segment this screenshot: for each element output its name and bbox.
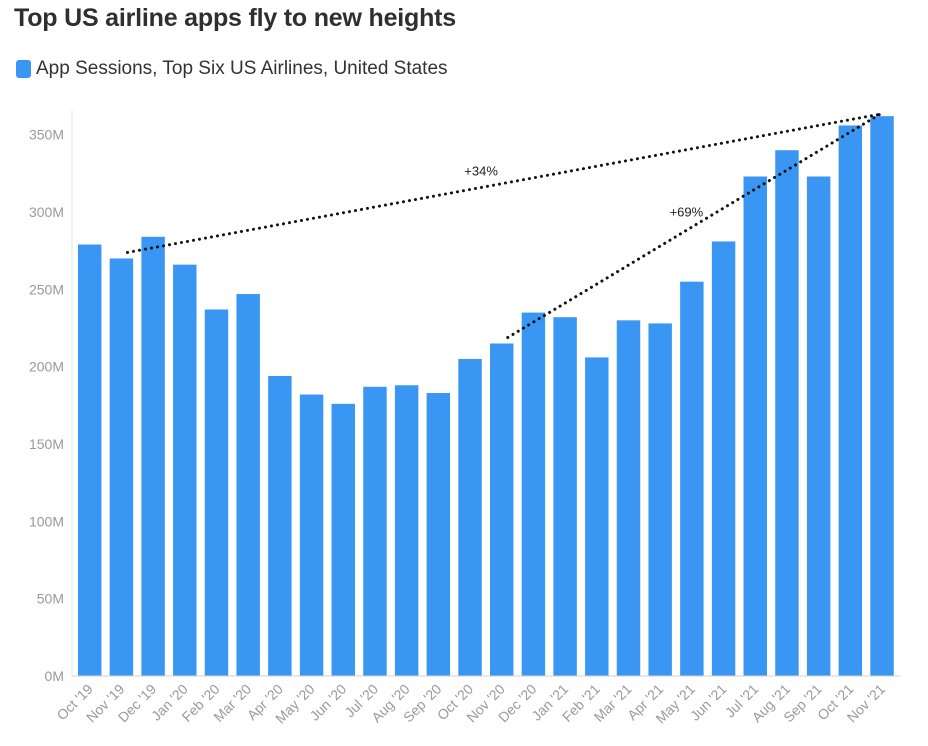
bar [426, 393, 451, 676]
bar [775, 150, 799, 676]
bar [616, 320, 641, 676]
y-tick-label: 250M [29, 281, 64, 297]
bar [458, 358, 482, 676]
bar [743, 176, 767, 676]
y-tick-label: 0M [45, 668, 64, 684]
bar [204, 309, 229, 676]
annotation-line [125, 112, 882, 254]
y-tick-label: 200M [29, 359, 64, 375]
annotation-label: +34% [464, 164, 498, 179]
bar [141, 236, 165, 676]
x-tick-label: Jun '20 [306, 681, 349, 724]
bar [585, 357, 609, 676]
chart-title: Top US airline apps fly to new heights [14, 4, 456, 32]
y-tick-label: 300M [29, 204, 64, 220]
bar [521, 312, 546, 676]
annotation-line [506, 112, 882, 340]
bar [394, 385, 419, 676]
bar [490, 343, 514, 676]
bar [268, 375, 292, 676]
y-tick-label: 50M [37, 591, 64, 607]
annotation-label: +69% [670, 204, 704, 219]
legend: App Sessions, Top Six US Airlines, Unite… [16, 58, 448, 80]
bar [806, 176, 831, 676]
bar [363, 386, 387, 676]
bar [711, 241, 736, 676]
bar [680, 281, 704, 676]
bar [648, 323, 672, 676]
legend-swatch [16, 60, 31, 78]
bar [173, 264, 197, 676]
y-tick-label: 150M [29, 436, 64, 452]
legend-label: App Sessions, Top Six US Airlines, Unite… [36, 58, 448, 79]
bar [109, 258, 134, 676]
bar [553, 317, 577, 676]
y-tick-label: 350M [29, 127, 64, 143]
bar [236, 294, 260, 676]
bar [870, 116, 894, 676]
bar [299, 394, 324, 676]
bar [331, 403, 355, 676]
x-tick-label: Jun '21 [687, 681, 730, 724]
bar [838, 125, 863, 676]
y-tick-label: 100M [29, 513, 64, 529]
bar [78, 244, 102, 677]
